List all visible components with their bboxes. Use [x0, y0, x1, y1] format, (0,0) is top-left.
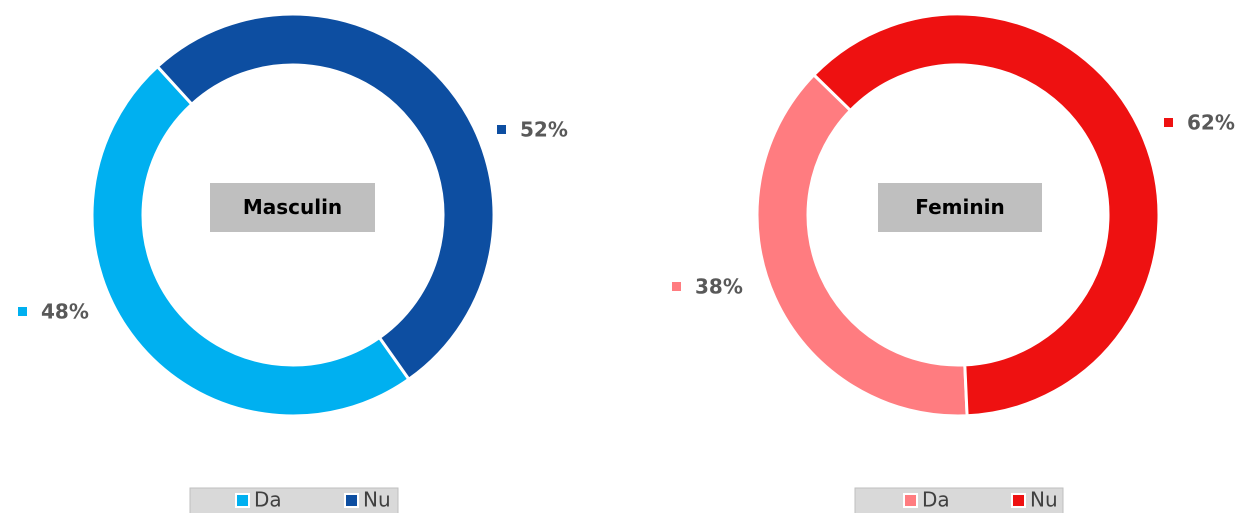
legend-box — [189, 487, 399, 513]
legend-marker — [235, 493, 250, 508]
value-label: 38% — [695, 275, 743, 299]
title-box — [210, 183, 375, 232]
donut-slice — [90, 64, 411, 418]
legend-label: Da — [254, 488, 282, 512]
value-label: 48% — [41, 300, 89, 324]
title-box — [878, 183, 1042, 232]
legend-marker — [903, 493, 918, 508]
label-marker — [497, 125, 506, 134]
legend-label: Nu — [363, 488, 391, 512]
label-marker — [18, 307, 27, 316]
legend-marker — [1011, 493, 1026, 508]
label-marker — [1164, 118, 1173, 127]
legend-label: Da — [922, 488, 950, 512]
value-label: 62% — [1187, 111, 1235, 135]
donut-slice — [811, 12, 1161, 418]
legend-marker — [344, 493, 359, 508]
donut-slice — [155, 12, 496, 382]
label-marker — [672, 282, 681, 291]
donut-slice — [755, 72, 969, 418]
legend-box — [854, 487, 1064, 513]
chart-title: Feminin — [915, 195, 1004, 219]
legend-label: Nu — [1030, 488, 1058, 512]
chart-title: Masculin — [243, 195, 342, 219]
value-label: 52% — [520, 118, 568, 142]
